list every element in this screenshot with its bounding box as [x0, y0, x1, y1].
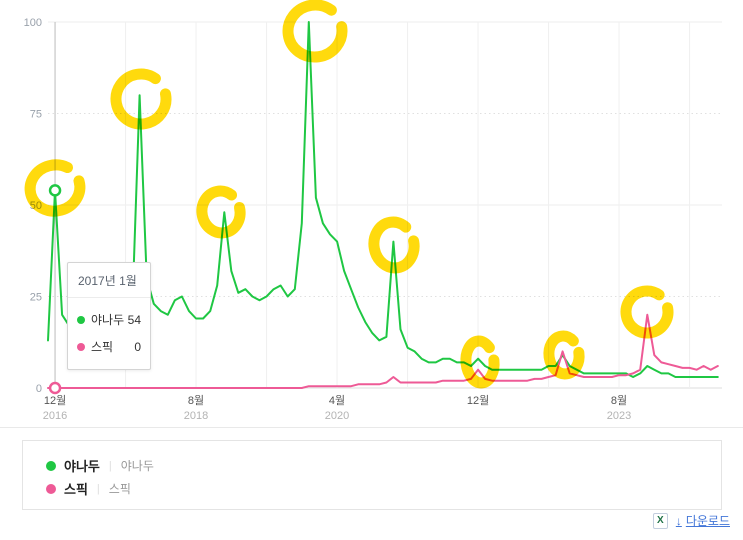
excel-icon[interactable]: X [652, 512, 668, 529]
series-line-0[interactable] [47, 21, 719, 378]
legend-sub-label: 스픽 [108, 482, 131, 496]
tooltip-date: 2017년 1월 [68, 263, 150, 298]
x-axis-month-label: 8월 [611, 394, 627, 407]
series-dot-icon [77, 315, 85, 324]
highlight-marker-0[interactable] [48, 184, 62, 197]
legend-item[interactable]: 스픽 | 스픽 [46, 477, 721, 500]
annotation-circle [460, 335, 500, 389]
x-axis-year-label: 2016 [43, 410, 67, 422]
x-axis-year-label: 2023 [607, 410, 631, 422]
legend-label: 야나두 [64, 459, 100, 474]
annotation-circle [543, 330, 585, 380]
download-link[interactable]: ↓ 다운로드 [676, 512, 730, 529]
x-axis-month-label: 4월 [329, 394, 345, 407]
annotation-circle [110, 68, 172, 130]
annotation-circle [620, 285, 674, 339]
tooltip-row: 스픽 0 [77, 333, 141, 360]
y-axis-label: 25 [30, 292, 42, 304]
tooltip-series-label: 스픽 [91, 340, 114, 354]
x-axis-year-label: 2020 [325, 410, 349, 422]
legend-item[interactable]: 야나두 | 야나두 [46, 454, 721, 477]
x-axis-month-label: 12월 [44, 394, 66, 407]
y-axis-label: 0 [36, 383, 42, 395]
x-axis-month-label: 12월 [467, 394, 489, 407]
annotation-circle [368, 216, 420, 274]
tooltip-row: 야나두 54 [77, 306, 141, 333]
download-row: X ↓ 다운로드 [652, 512, 730, 529]
legend-pipe-divider: | [108, 459, 112, 472]
series-line-1[interactable] [47, 313, 719, 389]
annotation-circle [282, 0, 348, 63]
download-label: 다운로드 [685, 514, 730, 528]
annotations-layer [24, 0, 674, 389]
legend-pipe-divider: | [96, 482, 100, 495]
tooltip-series-value: 54 [127, 312, 141, 327]
series-dot-icon [77, 342, 85, 351]
legend-sub-label: 야나두 [120, 459, 154, 473]
download-arrow-icon: ↓ [675, 513, 682, 528]
legend-label: 스픽 [64, 482, 88, 497]
tooltip-series-label: 야나두 [91, 313, 125, 327]
y-axis-label: 100 [24, 17, 42, 29]
x-axis-year-label: 2018 [184, 410, 208, 422]
section-divider [0, 427, 743, 428]
highlight-marker-1[interactable] [48, 381, 62, 395]
chart-tooltip: 2017년 1월 야나두 54 스픽 0 [67, 262, 151, 370]
series-dot-icon [46, 460, 56, 471]
annotation-circle [196, 185, 246, 239]
y-axis-label: 75 [30, 109, 42, 121]
x-axis-month-label: 8월 [188, 394, 204, 407]
tooltip-rows: 야나두 54 스픽 0 [68, 298, 150, 369]
tooltip-series-value: 0 [134, 339, 141, 354]
annotation-circle [24, 159, 86, 217]
series-dot-icon [46, 483, 56, 494]
